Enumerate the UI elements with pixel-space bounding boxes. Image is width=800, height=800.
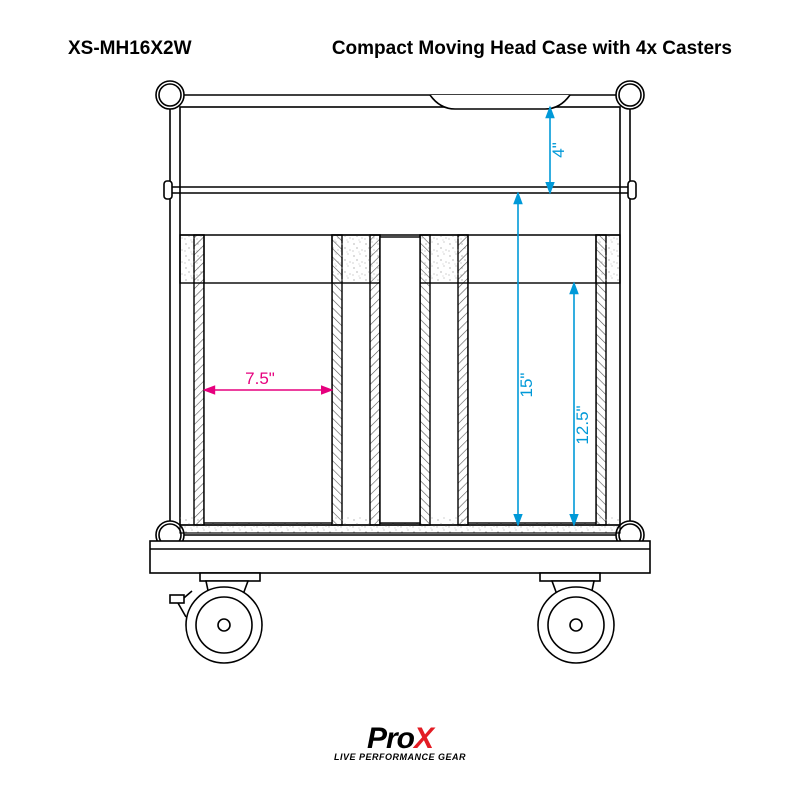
technical-drawing: 7.5" 4" 15" 12.5"	[115, 80, 685, 700]
model-number: XS-MH16X2W	[68, 38, 192, 60]
product-title: Compact Moving Head Case with 4x Casters	[332, 38, 732, 60]
brand-logo: ProX LIVE PERFORMANCE GEAR	[334, 722, 466, 762]
dim-total-label: 15"	[517, 373, 536, 398]
dim-comp-label: 12.5"	[573, 405, 592, 444]
dim-lid-label: 4"	[549, 142, 568, 158]
logo-tagline: LIVE PERFORMANCE GEAR	[334, 752, 466, 762]
logo-prefix: Pro	[367, 722, 414, 755]
logo-suffix: X	[414, 722, 433, 755]
dim-width-label: 7.5"	[245, 369, 275, 388]
